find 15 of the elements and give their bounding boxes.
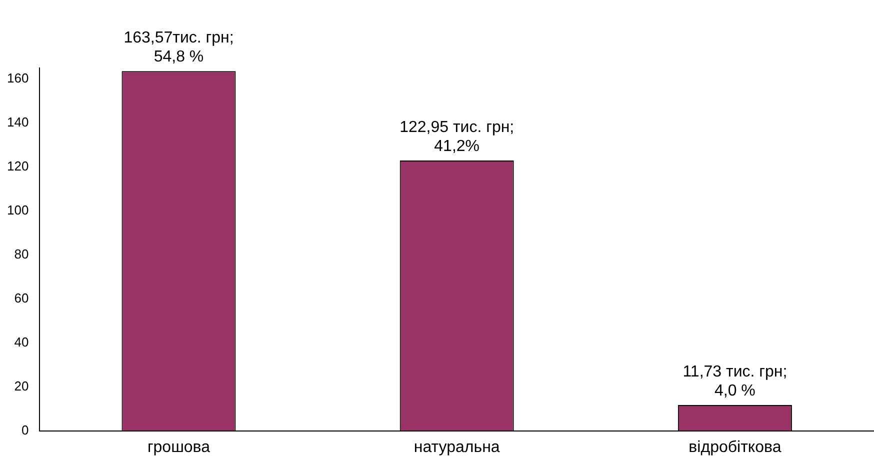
y-tick-label: 80: [14, 246, 29, 262]
y-tick-label: 40: [14, 334, 29, 350]
x-tick-label: натуральна: [414, 438, 500, 456]
y-tick-label: 160: [6, 70, 29, 86]
y-tick-label: 120: [6, 158, 29, 174]
y-tick-label: 140: [6, 114, 29, 130]
y-tick-label: 100: [6, 202, 29, 218]
y-tick-label: 20: [14, 378, 29, 394]
x-tick-label: відробіткова: [688, 438, 782, 456]
x-tick-label: грошова: [147, 438, 210, 456]
data-label: 11,73 тис. грн; 4,0 %: [682, 363, 788, 400]
y-tick-label: 60: [14, 290, 29, 306]
data-label: 163,57тис. грн; 54,8 %: [124, 30, 234, 66]
y-tick-label: 0: [21, 422, 29, 438]
data-label: 122,95 тис. грн; 41,2%: [400, 118, 514, 155]
